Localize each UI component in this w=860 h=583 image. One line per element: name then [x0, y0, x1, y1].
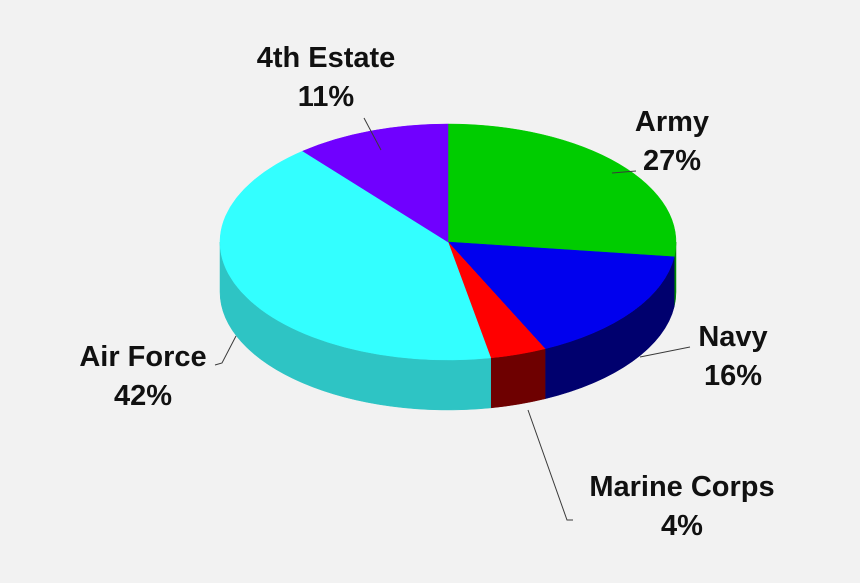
slice-label-air-force: Air Force 42%	[79, 338, 206, 416]
leader-line-air-force	[214, 335, 237, 366]
leader-line-4th-estate	[363, 117, 382, 151]
pie-side-walls	[219, 241, 677, 411]
slice-label-army: Army 27%	[635, 103, 709, 181]
slice-percent: 16%	[703, 360, 763, 392]
pie-side-marine-corps	[490, 348, 546, 409]
pie-slice-air-force	[219, 150, 492, 361]
slice-name: Navy	[698, 321, 768, 353]
pie-slice-navy	[447, 241, 675, 350]
slice-percent: 42%	[113, 380, 173, 412]
slice-percent: 11%	[297, 81, 355, 113]
leader-line-marine-corps	[527, 409, 573, 521]
leader-line-navy	[639, 346, 691, 358]
slice-percent: 27%	[642, 145, 702, 177]
leader-lines	[214, 117, 691, 521]
pie-top-faces	[219, 123, 677, 361]
pie-slice-army	[447, 123, 677, 258]
slice-name: 4th Estate	[256, 42, 396, 74]
slice-name: Marine Corps	[589, 471, 775, 503]
slice-label-marine-corps: Marine Corps 4%	[589, 468, 774, 546]
slice-name: Army	[634, 106, 710, 138]
slice-name: Air Force	[79, 341, 207, 373]
slice-percent: 4%	[661, 510, 703, 542]
leader-line-army	[611, 170, 637, 174]
slice-label-4th-estate: 4th Estate 11%	[257, 39, 396, 117]
slice-label-navy: Navy 16%	[698, 318, 767, 396]
